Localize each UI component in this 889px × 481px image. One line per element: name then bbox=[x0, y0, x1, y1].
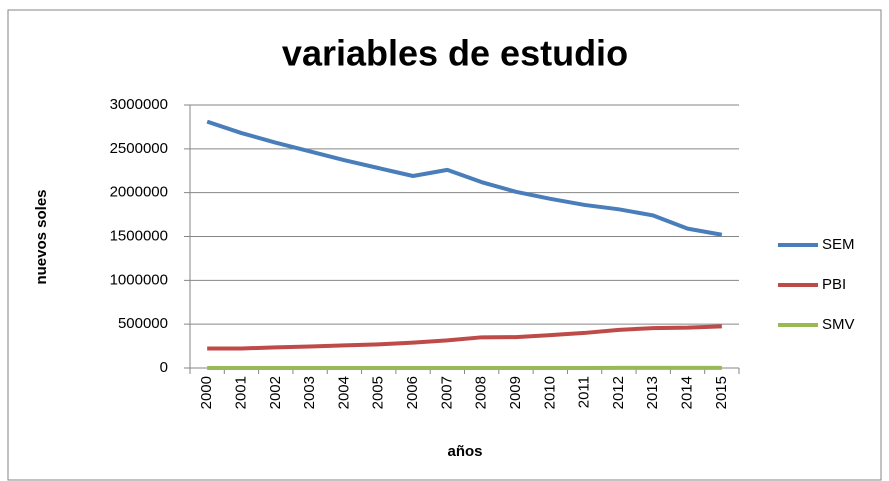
x-tick-label: 2014 bbox=[679, 376, 696, 409]
x-tick-label: 2011 bbox=[576, 376, 593, 408]
x-tick-label: 2001 bbox=[232, 376, 249, 409]
y-tick-label: 1000000 bbox=[110, 271, 168, 288]
x-tick-label: 2009 bbox=[507, 376, 524, 409]
series-line bbox=[207, 324, 722, 351]
y-tick-label: 500000 bbox=[118, 315, 168, 332]
series-line bbox=[206, 119, 723, 237]
x-tick-label: 2002 bbox=[267, 376, 284, 409]
y-tick-label: 3000000 bbox=[110, 96, 168, 113]
x-tick-label: 2007 bbox=[438, 376, 455, 409]
x-tick-label: 2000 bbox=[198, 376, 215, 409]
legend-label: SEM bbox=[822, 236, 855, 253]
x-tick-label: 2012 bbox=[610, 376, 627, 409]
x-tick-label: 2015 bbox=[713, 376, 730, 409]
x-axis-label: años bbox=[447, 443, 482, 460]
x-tick-label: 2005 bbox=[370, 376, 387, 409]
x-tick-label: 2008 bbox=[473, 376, 490, 409]
x-tick-label: 2013 bbox=[644, 376, 661, 409]
x-tick-label: 2006 bbox=[404, 376, 421, 409]
legend-label: SMV bbox=[822, 316, 855, 333]
y-tick-label: 2500000 bbox=[110, 140, 168, 157]
legend-label: PBI bbox=[822, 276, 846, 293]
x-tick-label: 2004 bbox=[335, 376, 352, 409]
y-tick-label: 0 bbox=[160, 359, 168, 376]
chart-frame bbox=[7, 9, 882, 481]
x-tick-label: 2003 bbox=[301, 376, 318, 409]
y-tick-label: 2000000 bbox=[110, 184, 168, 201]
y-axis-label: nuevos soles bbox=[33, 189, 50, 284]
y-tick-label: 1500000 bbox=[110, 227, 168, 244]
chart-title: variables de estudio bbox=[282, 33, 628, 74]
x-tick-label: 2010 bbox=[541, 376, 558, 409]
